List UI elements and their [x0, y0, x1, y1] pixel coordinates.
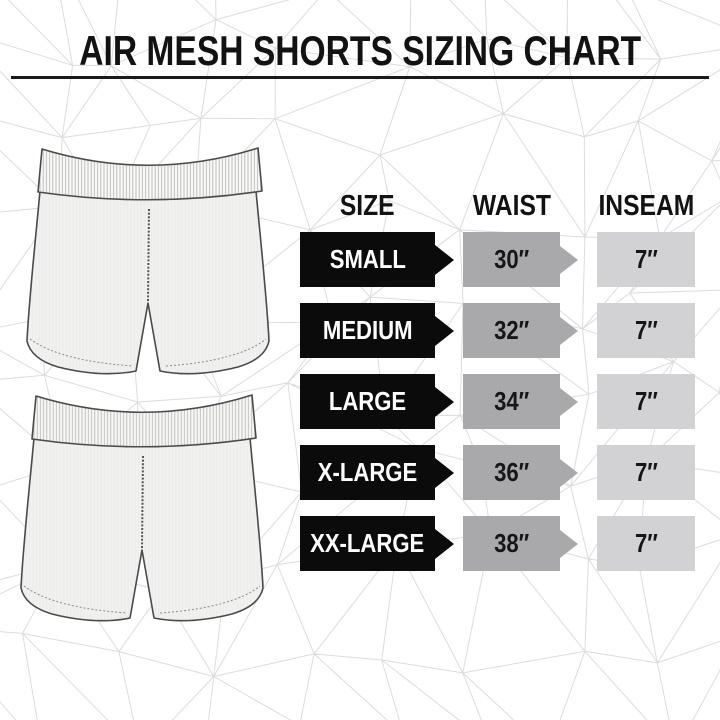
waist-value-xxlarge: 38″: [463, 516, 578, 571]
column-header-waist: WAIST: [472, 189, 551, 222]
inseam-value-xxlarge: 7″: [597, 516, 695, 571]
waist-value-large: 34″: [463, 374, 578, 429]
waist-value-small: 30″: [463, 232, 578, 287]
size-banner-large: LARGE: [300, 374, 454, 429]
inseam-value-small: 7″: [597, 232, 695, 287]
waist-value-xlarge: 36″: [463, 445, 578, 500]
shorts-front-sketch: [26, 147, 270, 375]
size-banner-xxlarge: XX-LARGE: [300, 516, 454, 571]
waist-value-medium: 32″: [463, 303, 578, 358]
size-banner-medium: MEDIUM: [300, 303, 454, 358]
size-banner-small: SMALL: [300, 232, 454, 287]
inseam-value-large: 7″: [597, 374, 695, 429]
page-title-text: AIR MESH SHORTS SIZING CHART: [79, 27, 641, 74]
column-header-inseam: INSEAM: [598, 189, 694, 222]
inseam-value-xlarge: 7″: [597, 445, 695, 500]
shorts-back-sketch: [20, 394, 264, 622]
inseam-value-medium: 7″: [597, 303, 695, 358]
page-title: AIR MESH SHORTS SIZING CHART: [0, 27, 720, 75]
size-banner-xlarge: X-LARGE: [300, 445, 454, 500]
column-header-size: SIZE: [340, 189, 395, 222]
title-underline: [11, 76, 709, 79]
